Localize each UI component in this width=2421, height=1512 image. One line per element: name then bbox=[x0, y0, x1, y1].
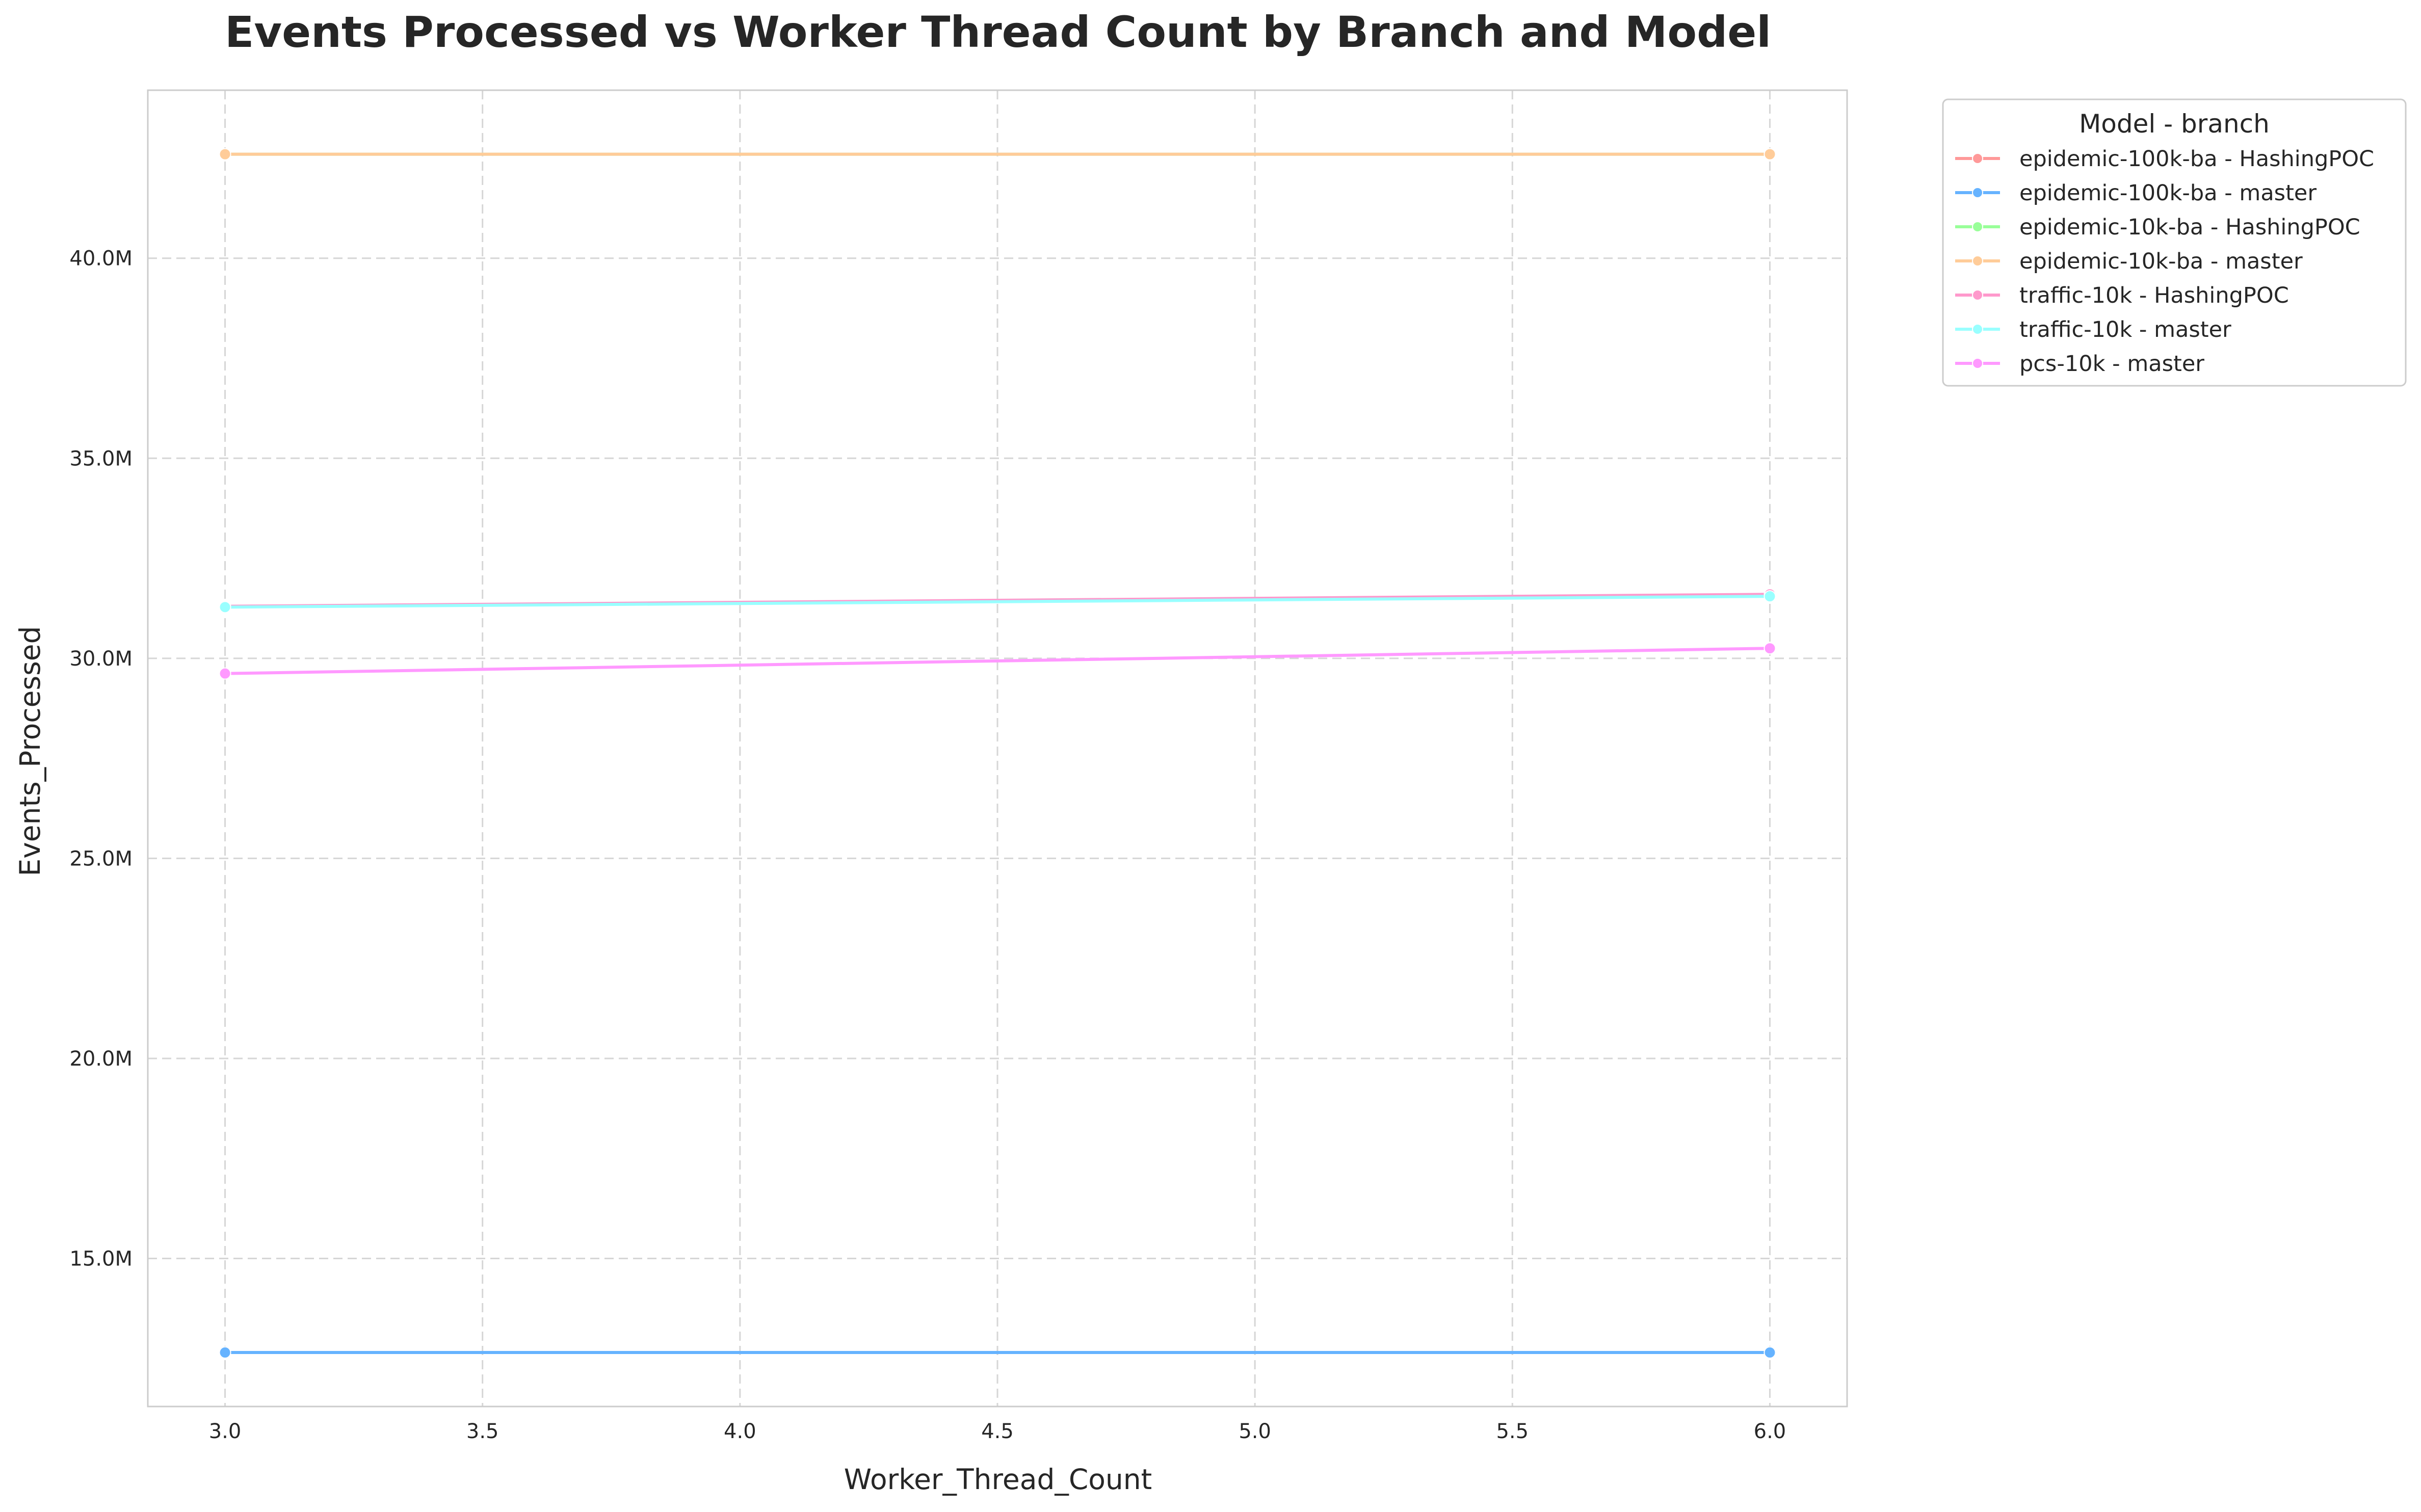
series-layer bbox=[219, 148, 1776, 1359]
y-tick-label: 25.0M bbox=[69, 847, 133, 870]
legend-swatch-marker bbox=[1972, 187, 1983, 198]
y-tick-label: 20.0M bbox=[69, 1047, 133, 1071]
x-tick-label: 5.0 bbox=[1239, 1420, 1271, 1443]
legend-item: epidemic-100k-ba - master bbox=[1955, 180, 2317, 206]
data-point bbox=[219, 1346, 231, 1359]
x-tick-label: 6.0 bbox=[1754, 1420, 1786, 1443]
legend-title: Model - branch bbox=[2079, 109, 2270, 139]
legend-swatch-marker bbox=[1972, 255, 1983, 267]
series-line bbox=[225, 647, 1770, 675]
legend-swatch-marker bbox=[1972, 221, 1983, 232]
y-tick-label: 40.0M bbox=[69, 247, 133, 271]
series-5 bbox=[219, 590, 1776, 614]
data-point bbox=[1764, 642, 1776, 655]
legend-box bbox=[1942, 98, 2407, 387]
y-tick-label: 15.0M bbox=[69, 1248, 133, 1271]
series-3 bbox=[219, 148, 1776, 161]
legend-swatch-marker bbox=[1972, 153, 1983, 164]
legend-label: epidemic-100k-ba - HashingPOC bbox=[2019, 146, 2374, 172]
legend-swatch-marker bbox=[1972, 358, 1983, 369]
series-6 bbox=[219, 642, 1776, 680]
data-point bbox=[1764, 148, 1776, 161]
legend-swatch-marker bbox=[1972, 324, 1983, 335]
legend-label: pcs-10k - master bbox=[2019, 351, 2204, 377]
legend-swatch-marker bbox=[1972, 289, 1983, 301]
chart-title: Events Processed vs Worker Thread Count … bbox=[225, 7, 1771, 57]
legend-item: epidemic-10k-ba - master bbox=[1955, 249, 2303, 274]
x-tick-label: 3.0 bbox=[209, 1420, 242, 1443]
legend: Model - branch epidemic-100k-ba - Hashin… bbox=[1942, 98, 2407, 387]
legend-item: traffic-10k - HashingPOC bbox=[1955, 283, 2289, 308]
x-tick-label: 5.5 bbox=[1496, 1420, 1529, 1443]
x-tick-label: 4.0 bbox=[724, 1420, 756, 1443]
legend-items: epidemic-100k-ba - HashingPOC epidemic-10… bbox=[1955, 146, 2374, 377]
legend-label: traffic-10k - HashingPOC bbox=[2019, 283, 2289, 308]
data-point bbox=[219, 601, 231, 614]
legend-item: pcs-10k - master bbox=[1955, 351, 2204, 377]
legend-label: epidemic-100k-ba - master bbox=[2019, 180, 2317, 206]
plot-frame bbox=[147, 89, 1848, 1408]
legend-item: epidemic-10k-ba - HashingPOC bbox=[1955, 215, 2360, 240]
legend-label: traffic-10k - master bbox=[2019, 317, 2231, 342]
y-axis-label: Events_Processed bbox=[14, 626, 46, 876]
series-line bbox=[225, 595, 1770, 609]
y-tick-label: 30.0M bbox=[69, 647, 133, 671]
x-tick-label: 4.5 bbox=[981, 1420, 1014, 1443]
data-point bbox=[219, 667, 231, 680]
legend-label: epidemic-10k-ba - master bbox=[2019, 249, 2303, 274]
x-axis-label: Worker_Thread_Count bbox=[844, 1463, 1152, 1496]
data-point bbox=[1764, 1346, 1776, 1359]
legend-label: epidemic-10k-ba - HashingPOC bbox=[2019, 215, 2360, 240]
legend-item: epidemic-100k-ba - HashingPOC bbox=[1955, 146, 2374, 172]
data-point bbox=[219, 148, 231, 161]
series-1 bbox=[219, 1346, 1776, 1359]
tick-labels: 3.0 3.5 4.0 4.5 5.0 5.5 6.0 15.0M 20.0M 25.0M 30.0… bbox=[69, 247, 1786, 1443]
data-point bbox=[1764, 590, 1776, 603]
x-tick-label: 3.5 bbox=[466, 1420, 499, 1443]
legend-item: traffic-10k - master bbox=[1955, 317, 2231, 342]
y-tick-label: 35.0M bbox=[69, 447, 133, 470]
grid-lines bbox=[148, 90, 1847, 1407]
